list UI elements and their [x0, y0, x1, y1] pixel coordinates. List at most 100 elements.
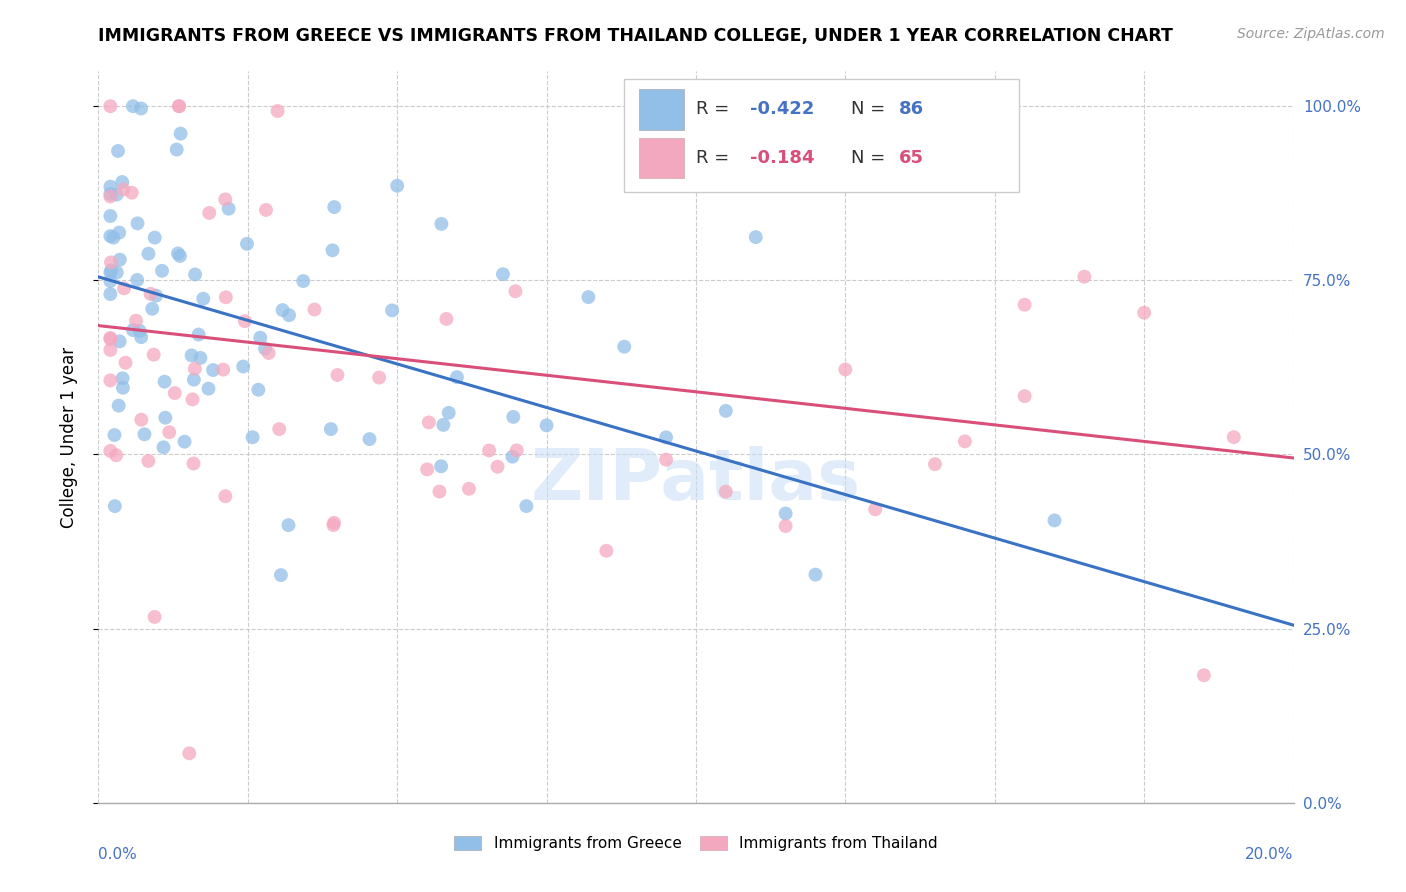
Point [271, 303, 294, 318]
Point [98, 229, 122, 244]
Point [745, 230, 768, 244]
Point [183, 457, 205, 471]
Point [478, 443, 501, 458]
FancyBboxPatch shape [638, 89, 685, 129]
Text: -0.422: -0.422 [749, 101, 814, 119]
Point [595, 543, 617, 558]
Point [112, 182, 135, 196]
Point [121, 186, 143, 200]
Point [1133, 306, 1156, 320]
Point [1043, 513, 1066, 527]
Point [138, 246, 160, 260]
Point [138, 454, 160, 468]
Point [215, 290, 238, 304]
Point [98, 274, 122, 288]
Point [145, 288, 167, 302]
Text: 20.0%: 20.0% [1246, 847, 1294, 862]
Text: -0.184: -0.184 [749, 149, 814, 167]
Point [446, 370, 468, 384]
Point [98, 444, 122, 458]
Point [578, 290, 600, 304]
Point [167, 99, 190, 113]
Point [122, 99, 145, 113]
Point [100, 263, 122, 277]
Point [214, 489, 236, 503]
Point [108, 334, 131, 349]
Point [98, 332, 122, 346]
Point [277, 518, 299, 533]
Text: IMMIGRANTS FROM GREECE VS IMMIGRANTS FROM THAILAND COLLEGE, UNDER 1 YEAR CORRELA: IMMIGRANTS FROM GREECE VS IMMIGRANTS FRO… [98, 27, 1173, 45]
Point [180, 348, 202, 362]
Point [254, 342, 277, 356]
Point [127, 273, 149, 287]
Point [108, 226, 131, 240]
Point [98, 179, 122, 194]
Point [368, 370, 391, 384]
Point [430, 459, 453, 474]
Point [319, 422, 342, 436]
Point [131, 412, 153, 426]
Point [278, 308, 301, 322]
Point [804, 567, 827, 582]
Point [502, 409, 524, 424]
Text: R =: R = [696, 149, 735, 167]
FancyBboxPatch shape [624, 78, 1019, 192]
Point [502, 450, 524, 464]
Point [232, 359, 254, 374]
Point [98, 189, 122, 203]
Point [139, 286, 162, 301]
Point [103, 230, 125, 244]
Point [515, 499, 537, 513]
Point [98, 373, 122, 387]
Point [98, 331, 122, 345]
Point [111, 371, 134, 385]
Point [292, 274, 315, 288]
Point [714, 404, 737, 418]
Point [134, 427, 156, 442]
Text: N =: N = [852, 149, 891, 167]
Point [242, 430, 264, 444]
Point [125, 313, 148, 327]
Legend: Immigrants from Greece, Immigrants from Thailand: Immigrants from Greece, Immigrants from … [447, 830, 945, 857]
Text: ZIPatlas: ZIPatlas [531, 447, 860, 516]
Point [202, 363, 225, 377]
Point [613, 340, 636, 354]
Point [129, 330, 152, 344]
Point [714, 484, 737, 499]
FancyBboxPatch shape [638, 137, 685, 178]
Point [105, 187, 128, 202]
Point [129, 102, 152, 116]
Point [108, 252, 131, 267]
Point [111, 381, 134, 395]
Point [416, 462, 439, 476]
Point [169, 249, 191, 263]
Point [492, 267, 515, 281]
Point [834, 362, 856, 376]
Point [169, 127, 191, 141]
Text: Source: ZipAtlas.com: Source: ZipAtlas.com [1237, 27, 1385, 41]
Point [655, 452, 678, 467]
Point [924, 457, 946, 471]
Point [98, 99, 122, 113]
Y-axis label: College, Under 1 year: College, Under 1 year [59, 346, 77, 528]
Point [98, 266, 122, 280]
Point [98, 287, 122, 301]
Point [257, 346, 280, 360]
Point [143, 230, 166, 244]
Point [247, 383, 270, 397]
Point [107, 144, 129, 158]
Point [953, 434, 976, 449]
Point [152, 440, 174, 454]
Point [437, 406, 460, 420]
Point [104, 499, 127, 513]
Point [326, 368, 349, 382]
Point [122, 323, 145, 337]
Point [212, 362, 235, 376]
Point [418, 416, 440, 430]
Point [505, 284, 527, 298]
Point [865, 502, 887, 516]
Point [323, 200, 346, 214]
Point [100, 255, 122, 269]
Point [1014, 298, 1036, 312]
Text: 65: 65 [900, 149, 924, 167]
